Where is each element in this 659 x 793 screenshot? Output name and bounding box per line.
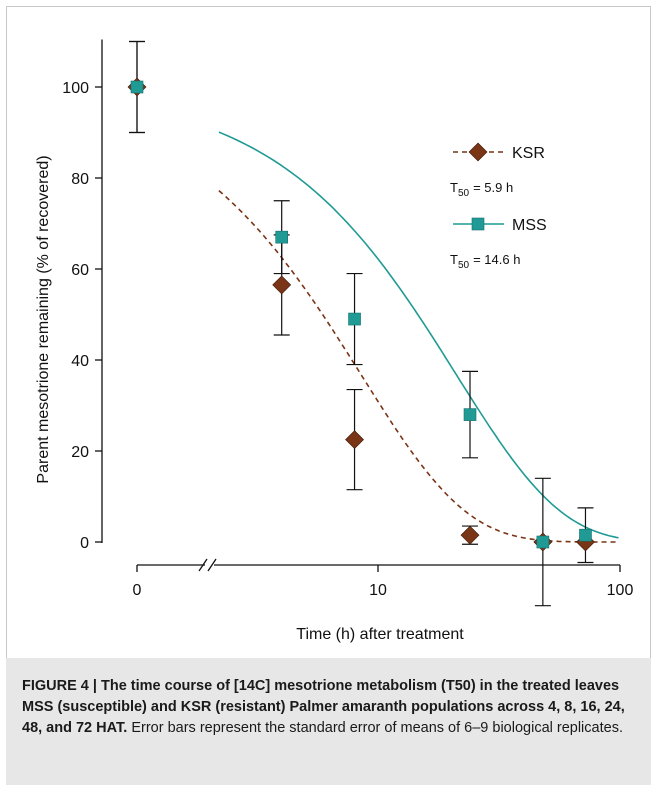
mss-data-point <box>275 230 288 244</box>
y-tick-label: 40 <box>71 353 89 370</box>
figure-frame <box>6 6 651 785</box>
ksr-data-point <box>272 275 292 295</box>
axis-break-mark <box>198 558 208 572</box>
mss-legend-label: MSS <box>512 217 547 234</box>
x-tick-label: 10 <box>369 582 387 599</box>
ksr-legend-label: KSR <box>512 145 545 162</box>
mss-data-point <box>536 535 550 549</box>
y-tick-label: 100 <box>62 80 89 97</box>
x-axis-title: Time (h) after treatment <box>296 626 464 643</box>
x-tick-label: 0 <box>133 582 142 599</box>
mss-data-point <box>579 528 592 542</box>
mss-fit-curve <box>218 131 619 539</box>
mss-legend-marker <box>471 217 485 231</box>
ksr-fit-curve <box>218 190 619 543</box>
mss-data-point <box>130 80 144 94</box>
y-axis-title: Parent mesotrione remaining (% of recove… <box>35 155 52 483</box>
figure-caption: FIGURE 4 | The time course of [14C] meso… <box>6 658 651 785</box>
y-tick-label: 60 <box>71 262 89 279</box>
x-tick-label: 100 <box>607 582 634 599</box>
axis-break-mark <box>207 558 217 572</box>
ksr-legend-marker <box>468 142 488 162</box>
caption-title: FIGURE 4 | The time course of [14C] meso… <box>22 678 625 736</box>
caption-description: Error bars represent the standard error … <box>131 720 623 736</box>
mss-data-point <box>463 408 477 421</box>
y-tick-label: 0 <box>80 535 89 552</box>
y-tick-label: 20 <box>71 444 89 461</box>
y-tick-label: 80 <box>71 171 89 188</box>
ksr-data-point <box>345 430 364 450</box>
chart-area: 0 20 40 60 80 100 0 10 100 Time (h) after treatme… <box>35 39 634 643</box>
mss-t50-label: T50 = 14.6 h <box>450 252 520 271</box>
ksr-data-point <box>460 525 480 545</box>
mss-data-point <box>348 312 361 326</box>
ksr-t50-label: T50 = 5.9 h <box>450 180 513 199</box>
